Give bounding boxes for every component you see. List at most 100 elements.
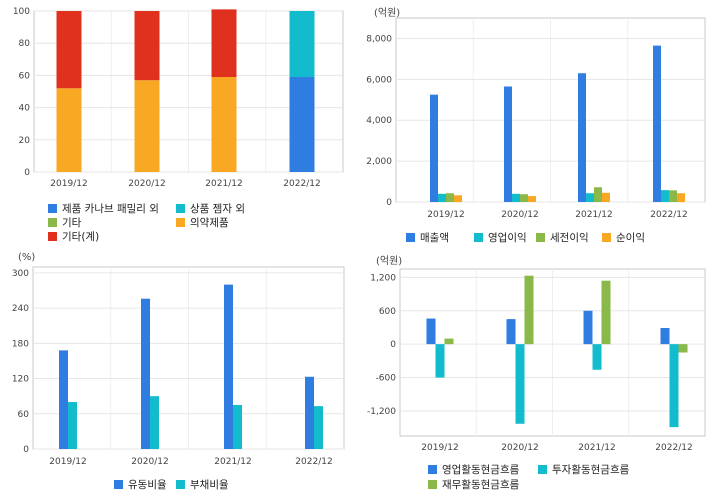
bar <box>594 187 602 202</box>
legend-swatch <box>176 204 185 213</box>
y-tick-label: 0 <box>390 340 396 350</box>
legend-label: 기타 <box>62 217 82 229</box>
legend-item: 기타 <box>48 215 81 230</box>
y-tick-label: 180 <box>12 339 29 349</box>
chart-product-mix-plot: 0 20 40 60 80 100 2019/12 2020/12 2021/12 2022/12 <box>13 7 344 189</box>
bar <box>653 45 661 202</box>
bar <box>661 190 669 202</box>
y-tick-label: 0 <box>24 168 30 178</box>
bar <box>305 376 314 449</box>
legend-swatch <box>176 480 185 489</box>
legend-swatch <box>48 232 57 241</box>
legend-label: 제품 카나브 패밀리 외 <box>62 203 159 215</box>
y-tick-label: -1,200 <box>367 407 396 417</box>
y-tick-label: 6,000 <box>366 75 392 85</box>
legend-swatch <box>176 218 185 227</box>
y-tick-label: 60 <box>19 71 31 81</box>
bar <box>56 11 82 89</box>
x-tick-label: 2022/12 <box>650 210 687 220</box>
bar <box>520 194 528 202</box>
legend-item: 순이익 <box>602 230 645 245</box>
chart-ratios: (%) 0 60 120 180 240 300 2019/12 2020/12 2021/12… <box>0 248 360 496</box>
y-tick-label: 240 <box>12 304 29 314</box>
legend-swatch <box>602 233 611 242</box>
legend-swatch <box>48 218 57 227</box>
y-tick-label: 300 <box>12 269 29 279</box>
x-tick-label: 2022/12 <box>295 457 332 467</box>
bar <box>583 310 593 345</box>
legend-swatch <box>428 480 437 489</box>
chart-income: (억원) 0 2,000 4,000 6,000 8,000 2019/12 2020/12… <box>360 0 720 248</box>
bar <box>586 193 594 202</box>
x-tick-label: 2021/12 <box>578 443 615 453</box>
bar <box>59 350 68 449</box>
x-tick-label: 2022/12 <box>283 179 320 189</box>
legend-label: 기타(계) <box>62 231 100 243</box>
legend-swatch <box>428 465 437 474</box>
x-tick-label: 2020/12 <box>131 457 168 467</box>
legend-label: 의약제품 <box>190 217 229 229</box>
y-tick-label: 600 <box>379 307 396 317</box>
chart-product-mix-legend: 제품 카나브 패밀리 외 상품 젬자 외 기타 의약제품 기타(계) <box>0 0 360 248</box>
bar <box>512 193 520 202</box>
x-tick-label: 2022/12 <box>655 443 692 453</box>
bar <box>289 77 315 172</box>
bar <box>289 11 315 78</box>
bar <box>602 192 610 202</box>
legend-item: 제품 카나브 패밀리 외 <box>48 201 159 216</box>
legend-item: 유동비율 <box>114 477 167 492</box>
y-tick-label: 1,200 <box>370 273 396 283</box>
x-tick-label: 2021/12 <box>205 179 242 189</box>
bar <box>677 193 685 202</box>
legend-swatch <box>538 465 547 474</box>
x-tick-label: 2021/12 <box>214 457 251 467</box>
y-tick-label: 0 <box>23 445 29 455</box>
bar <box>134 11 160 81</box>
bar <box>524 275 534 345</box>
bar <box>506 319 516 345</box>
bar <box>426 318 436 345</box>
chart-ratios-plot: 0 60 120 180 240 300 2019/12 2020/12 2021/12 2022… <box>12 266 345 467</box>
legend-swatch <box>474 233 483 242</box>
x-tick-label: 2019/12 <box>50 179 87 189</box>
bar <box>601 280 611 345</box>
bar <box>141 298 150 449</box>
bar <box>314 406 323 449</box>
y-tick-label: 4,000 <box>366 116 392 126</box>
bar <box>134 80 160 172</box>
x-tick-label: 2020/12 <box>501 210 538 220</box>
bar <box>56 88 82 172</box>
chart-cashflow-legend: 영업활동현금흐름 투자활동현금흐름 재무활동현금흐름 <box>360 248 720 496</box>
legend-label: 세전이익 <box>550 232 589 244</box>
y-tick-label: 0 <box>386 198 392 208</box>
legend-item: 상품 젬자 외 <box>176 201 245 216</box>
x-tick-label: 2019/12 <box>421 443 458 453</box>
bar <box>233 404 242 449</box>
legend-label: 영업활동현금흐름 <box>442 464 520 476</box>
unit-label: (%) <box>18 252 36 263</box>
legend-item: 영업활동현금흐름 <box>428 462 519 477</box>
y-tick-label: -600 <box>376 374 397 384</box>
x-tick-label: 2020/12 <box>128 179 165 189</box>
legend-label: 매출액 <box>420 232 449 244</box>
x-tick-label: 2020/12 <box>501 443 538 453</box>
legend-item: 부채비율 <box>176 477 229 492</box>
legend-item: 영업이익 <box>474 230 527 245</box>
bar <box>669 344 679 428</box>
y-tick-label: 20 <box>19 136 31 146</box>
chart-income-plot: 0 2,000 4,000 6,000 8,000 2019/12 2020/12 2021/… <box>366 17 706 220</box>
bar <box>592 344 602 370</box>
bar <box>444 338 454 345</box>
chart-income-legend: 매출액 영업이익 세전이익 순이익 <box>360 0 720 248</box>
legend-swatch <box>48 204 57 213</box>
unit-label: (억원) <box>376 256 403 267</box>
bar <box>438 193 446 202</box>
x-tick-label: 2019/12 <box>427 210 464 220</box>
bar <box>578 73 586 202</box>
legend-label: 투자활동현금흐름 <box>552 464 630 476</box>
unit-label: (억원) <box>374 8 401 19</box>
y-tick-label: 40 <box>19 104 31 114</box>
legend-label: 영업이익 <box>488 232 527 244</box>
bar <box>528 196 536 202</box>
legend-label: 순이익 <box>616 232 645 244</box>
